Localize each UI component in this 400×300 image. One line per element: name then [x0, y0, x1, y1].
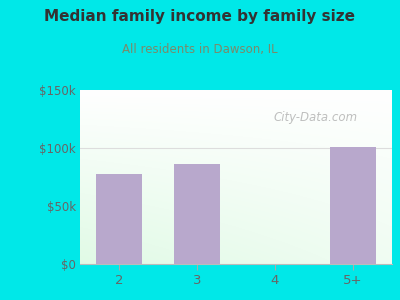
Bar: [96, 173, 142, 264]
Text: All residents in Dawson, IL: All residents in Dawson, IL: [122, 44, 278, 56]
Text: Median family income by family size: Median family income by family size: [44, 9, 356, 24]
Bar: [174, 164, 220, 264]
Text: City-Data.com: City-Data.com: [274, 111, 358, 124]
Bar: [330, 147, 376, 264]
